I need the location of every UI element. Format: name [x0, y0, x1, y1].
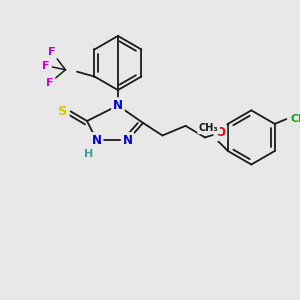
Text: O: O: [215, 126, 225, 139]
Text: N: N: [92, 134, 102, 147]
Text: N: N: [123, 134, 133, 147]
Text: F: F: [42, 61, 50, 71]
Text: H: H: [84, 149, 94, 159]
Text: CH₃: CH₃: [199, 123, 218, 133]
Text: N: N: [113, 99, 123, 112]
Text: F: F: [48, 47, 56, 57]
Text: Cl: Cl: [290, 114, 300, 124]
Text: F: F: [46, 78, 54, 88]
Text: S: S: [58, 105, 68, 118]
